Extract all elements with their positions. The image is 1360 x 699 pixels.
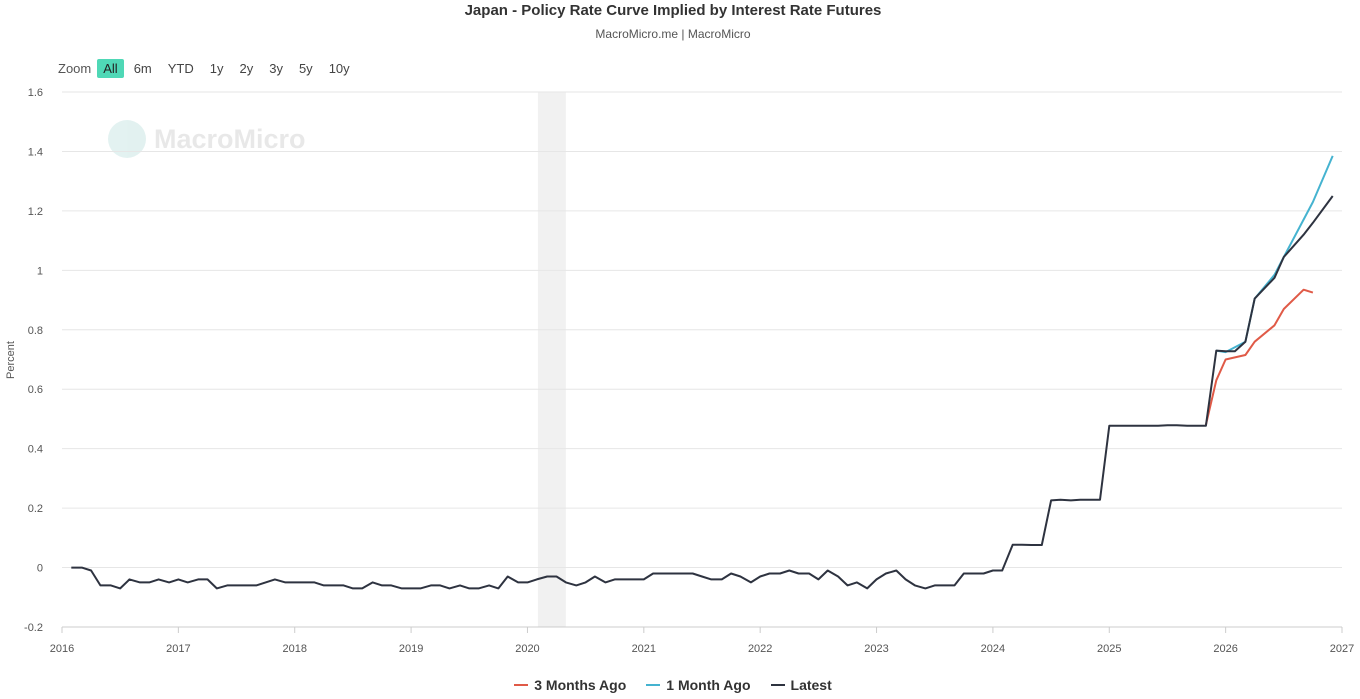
x-tick-label: 2023: [864, 643, 888, 655]
zoom-10y-button[interactable]: 10y: [328, 60, 350, 76]
y-tick-label: 0.2: [28, 503, 43, 515]
zoom-2y-button[interactable]: 2y: [239, 60, 254, 76]
shaded-band-layer: [537, 92, 566, 627]
zoom-all-button[interactable]: All: [97, 58, 124, 78]
series-layer: [71, 155, 1334, 590]
axis-layer: -0.2 0 0.2 0.4 0.6 0.8 1 1.2 1.4 1.6 2016 2017 2018 2…: [24, 87, 1354, 655]
y-tick-label: 0.6: [28, 384, 43, 396]
y-tick-label: 1.6: [28, 87, 43, 99]
y-axis-label: Percent: [5, 341, 17, 379]
series-line-latest: [71, 195, 1334, 590]
y-tick-label: 1: [37, 265, 43, 277]
recession-band: [537, 92, 566, 627]
legend-label-latest: Latest: [790, 677, 832, 693]
grid-layer: [62, 91, 1342, 628]
y-tick-label: 0: [37, 563, 43, 575]
chart-subtitle: MacroMicro.me | MacroMicro: [595, 27, 751, 41]
zoom-1y-button[interactable]: 1y: [209, 60, 224, 76]
series-line-1-month-ago: [1216, 155, 1334, 354]
zoom-5y-button[interactable]: 5y: [298, 60, 313, 76]
series-line-3-months-ago: [1204, 288, 1314, 426]
x-tick-label: 2021: [632, 643, 656, 655]
legend-label-3-months-ago: 3 Months Ago: [534, 677, 627, 693]
zoom-3y-button[interactable]: 3y: [269, 60, 283, 76]
zoom-ytd-button[interactable]: YTD: [167, 60, 194, 76]
x-tick-label: 2018: [282, 643, 306, 655]
legend-item-1-month-ago[interactable]: 1 Month Ago: [646, 677, 751, 693]
legend-swatch-latest: [770, 684, 785, 686]
legend-swatch-1-month-ago: [646, 684, 661, 686]
x-tick-label: 2016: [50, 643, 74, 655]
y-tick-label: 0.8: [28, 325, 43, 337]
zoom-selector: Zoom All 6m YTD 1y 2y 3y 5y 10y: [58, 57, 360, 79]
legend-item-latest[interactable]: Latest: [770, 677, 832, 693]
watermark-text: MacroMicro: [154, 123, 306, 154]
zoom-6m-button[interactable]: 6m: [133, 60, 152, 76]
chart-title: Japan - Policy Rate Curve Implied by Int…: [464, 2, 882, 19]
x-tick-label: 2025: [1097, 643, 1121, 655]
x-tick-label: 2026: [1213, 643, 1237, 655]
y-tick-label: 1.2: [28, 206, 43, 218]
legend-label-1-month-ago: 1 Month Ago: [666, 677, 751, 693]
legend: 3 Months Ago 1 Month Ago Latest: [0, 677, 1346, 693]
x-tick-label: 2017: [166, 643, 190, 655]
legend-item-3-months-ago[interactable]: 3 Months Ago: [514, 677, 626, 693]
legend-swatch-3-months-ago: [514, 684, 529, 686]
x-tick-label: 2019: [399, 643, 423, 655]
x-tick-label: 2020: [515, 643, 539, 655]
x-tick-label: 2027: [1330, 643, 1354, 655]
x-tick-label: 2024: [981, 643, 1005, 655]
x-tick-label: 2022: [748, 643, 772, 655]
y-tick-label: -0.2: [24, 622, 43, 634]
zoom-label: Zoom: [58, 60, 92, 76]
y-tick-label: 1.4: [28, 146, 43, 158]
y-tick-label: 0.4: [28, 444, 43, 456]
